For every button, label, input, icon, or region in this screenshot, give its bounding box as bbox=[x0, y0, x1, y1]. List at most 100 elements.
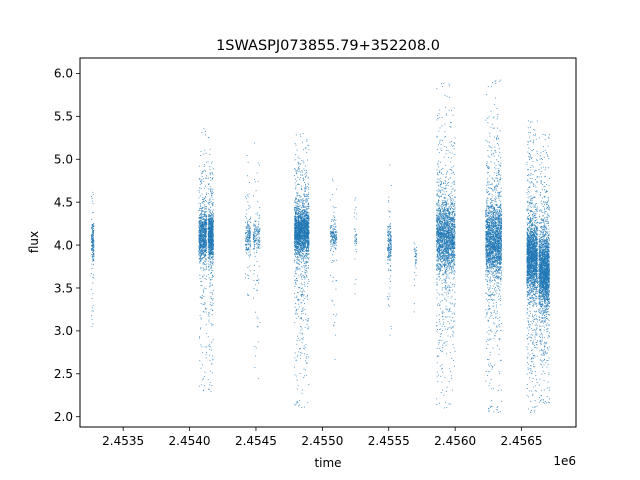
data-point bbox=[390, 239, 392, 241]
data-point bbox=[294, 357, 296, 359]
data-point bbox=[333, 240, 334, 242]
data-point bbox=[211, 228, 213, 230]
data-point bbox=[199, 252, 201, 254]
data-point bbox=[256, 242, 258, 244]
data-point bbox=[330, 246, 332, 248]
data-point bbox=[200, 220, 202, 222]
data-point bbox=[297, 156, 299, 158]
data-point bbox=[256, 237, 258, 239]
data-point bbox=[198, 229, 200, 230]
data-point bbox=[199, 232, 201, 233]
data-point bbox=[305, 254, 306, 256]
data-point bbox=[201, 234, 203, 236]
data-point bbox=[247, 161, 249, 163]
data-point bbox=[209, 173, 211, 175]
data-point bbox=[307, 235, 309, 237]
data-point bbox=[332, 218, 334, 220]
data-point bbox=[204, 307, 206, 309]
data-point bbox=[212, 243, 214, 245]
data-point bbox=[201, 235, 203, 236]
data-point bbox=[212, 263, 213, 265]
data-point bbox=[304, 232, 305, 234]
data-point bbox=[413, 303, 415, 305]
data-point bbox=[301, 223, 302, 224]
data-point bbox=[299, 243, 301, 245]
data-point bbox=[308, 192, 310, 194]
data-point bbox=[202, 221, 204, 223]
data-point bbox=[307, 228, 308, 230]
data-point bbox=[389, 211, 391, 213]
data-point bbox=[295, 254, 296, 256]
data-point bbox=[297, 239, 299, 241]
data-point bbox=[353, 216, 355, 218]
data-point bbox=[200, 209, 202, 211]
data-point bbox=[212, 239, 213, 241]
data-point bbox=[301, 242, 303, 244]
data-point bbox=[200, 250, 202, 252]
data-point bbox=[211, 239, 212, 241]
data-point bbox=[298, 216, 300, 218]
data-point bbox=[294, 207, 296, 209]
data-point bbox=[305, 215, 307, 217]
data-point bbox=[303, 205, 305, 207]
data-point bbox=[201, 298, 203, 300]
data-point bbox=[202, 276, 204, 278]
data-point bbox=[298, 212, 300, 214]
data-point bbox=[306, 257, 308, 259]
data-point bbox=[210, 390, 212, 392]
data-point bbox=[247, 244, 249, 246]
data-point bbox=[415, 254, 417, 256]
data-point bbox=[212, 230, 214, 232]
data-point bbox=[335, 315, 337, 317]
data-point bbox=[332, 228, 334, 230]
data-point bbox=[299, 232, 301, 234]
data-point bbox=[248, 240, 250, 242]
data-point bbox=[302, 247, 304, 248]
data-point bbox=[303, 223, 305, 224]
data-point bbox=[257, 227, 259, 229]
data-point bbox=[204, 196, 206, 197]
data-point bbox=[306, 356, 308, 358]
data-point bbox=[208, 254, 210, 255]
data-point bbox=[304, 229, 306, 231]
data-point bbox=[198, 210, 200, 212]
data-point bbox=[296, 245, 298, 247]
data-point bbox=[210, 231, 212, 233]
data-point bbox=[388, 244, 390, 246]
data-point bbox=[208, 218, 210, 220]
data-point bbox=[306, 374, 307, 376]
data-point bbox=[294, 293, 295, 295]
data-point bbox=[92, 246, 94, 248]
data-point bbox=[296, 224, 298, 226]
data-point bbox=[200, 229, 202, 231]
data-point bbox=[298, 214, 300, 216]
data-point bbox=[296, 245, 297, 247]
data-point bbox=[202, 230, 204, 231]
data-point bbox=[258, 231, 260, 233]
data-point bbox=[295, 273, 296, 275]
data-point bbox=[201, 230, 203, 232]
data-point bbox=[211, 349, 212, 351]
data-point bbox=[300, 235, 301, 237]
data-point bbox=[294, 230, 296, 231]
data-point bbox=[202, 263, 204, 265]
data-point bbox=[388, 239, 390, 241]
data-point bbox=[212, 243, 214, 245]
data-point bbox=[297, 228, 299, 230]
data-point bbox=[300, 209, 302, 211]
data-point bbox=[299, 223, 301, 225]
data-point bbox=[246, 226, 248, 228]
data-point bbox=[205, 199, 207, 201]
data-point bbox=[247, 249, 248, 251]
data-point bbox=[245, 237, 247, 239]
data-point bbox=[301, 271, 303, 273]
data-point bbox=[258, 243, 260, 245]
data-point bbox=[93, 230, 94, 232]
data-point bbox=[207, 234, 209, 236]
data-point bbox=[306, 201, 308, 203]
data-point bbox=[298, 237, 300, 239]
data-point bbox=[334, 358, 336, 360]
data-point bbox=[302, 223, 304, 225]
data-point bbox=[257, 201, 259, 203]
data-point bbox=[211, 230, 212, 232]
